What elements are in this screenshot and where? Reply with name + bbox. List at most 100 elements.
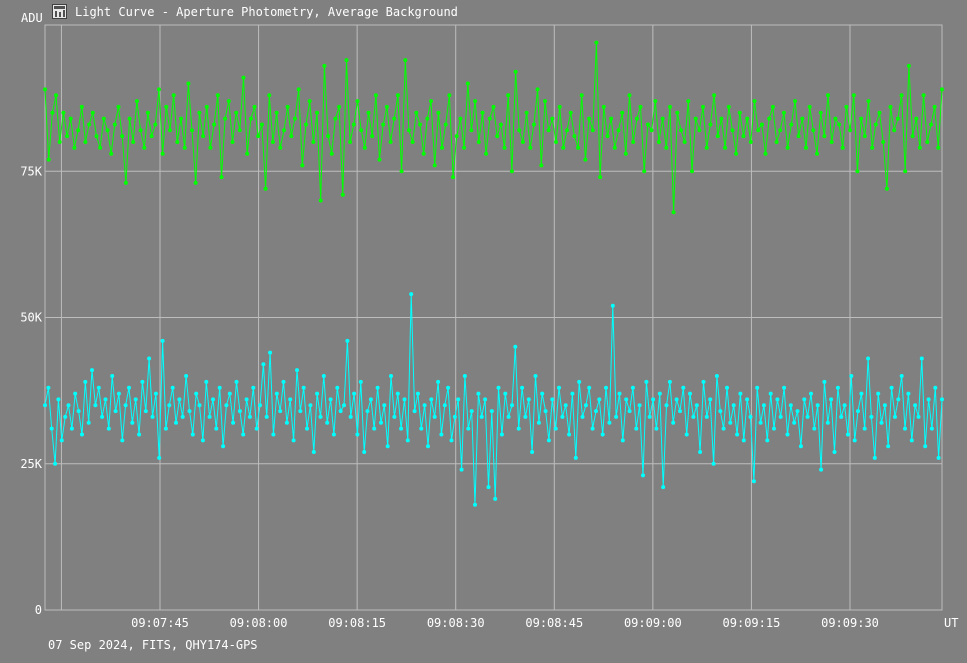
data-point [138, 128, 143, 133]
y-tick-label: 0 [35, 603, 42, 617]
data-point [248, 116, 253, 121]
series-1 [43, 40, 944, 215]
data-point [116, 104, 121, 109]
data-point [180, 414, 185, 419]
data-point [524, 110, 529, 115]
data-point [68, 116, 73, 121]
data-point [204, 104, 209, 109]
data-point [634, 116, 639, 121]
data-point [832, 450, 837, 454]
data-point [449, 438, 454, 443]
data-point [484, 151, 489, 156]
chart-window-icon[interactable] [52, 4, 67, 19]
data-point [80, 432, 84, 437]
data-point [923, 444, 928, 449]
data-point [761, 403, 766, 408]
x-tick-label: 09:08:30 [427, 616, 485, 630]
data-point [503, 391, 508, 396]
data-point [295, 368, 299, 373]
data-point [308, 403, 313, 408]
data-point [892, 128, 897, 133]
series-line [44, 42, 943, 213]
data-point [106, 426, 111, 431]
data-point [675, 110, 680, 115]
data-point [879, 420, 884, 425]
data-point [725, 385, 729, 390]
data-point [447, 93, 452, 98]
data-point [90, 110, 95, 115]
data-point [785, 145, 790, 150]
data-point [259, 122, 264, 127]
data-point [187, 409, 192, 414]
data-point [550, 116, 555, 121]
data-point [510, 403, 514, 408]
x-tick-label: 09:09:00 [624, 616, 682, 630]
data-point [131, 140, 136, 144]
x-tick-label: 09:08:15 [328, 616, 386, 630]
data-point [215, 93, 220, 98]
data-point [755, 385, 760, 390]
footer-info: 07 Sep 2024, FITS, QHY174-GPS [48, 638, 258, 652]
data-point [274, 391, 279, 396]
data-point [909, 438, 914, 443]
data-point [86, 420, 91, 425]
data-point [418, 122, 422, 127]
data-point [211, 397, 215, 402]
data-point [130, 420, 135, 425]
data-point [565, 128, 569, 133]
title-bar: Light Curve - Aperture Photometry, Avera… [0, 0, 967, 24]
data-point [399, 169, 404, 174]
data-point [859, 391, 864, 396]
x-tick-label: 09:08:00 [230, 616, 288, 630]
data-point [395, 93, 400, 98]
data-point [61, 110, 66, 115]
data-point [335, 385, 340, 390]
data-point [296, 87, 301, 92]
data-point [560, 414, 565, 419]
data-point [526, 397, 531, 402]
y-tick-label: 50K [20, 311, 42, 325]
data-point [671, 210, 676, 215]
data-point [271, 432, 276, 437]
data-point [54, 93, 58, 98]
data-point [590, 426, 595, 431]
data-point [921, 93, 926, 98]
data-point [711, 461, 716, 466]
data-point [785, 432, 790, 437]
data-point [604, 385, 608, 390]
data-point [660, 116, 665, 121]
data-point [204, 379, 209, 384]
data-point [479, 414, 484, 419]
data-point [252, 104, 257, 109]
data-point [638, 104, 643, 109]
data-point [432, 414, 437, 419]
data-point [214, 426, 219, 431]
data-point [359, 128, 364, 133]
data-point [866, 99, 871, 104]
data-point [704, 414, 709, 419]
data-point [818, 110, 823, 115]
data-point [741, 438, 746, 443]
data-point [668, 104, 672, 109]
data-point [694, 403, 699, 408]
data-point [405, 438, 410, 443]
data-point [186, 81, 191, 86]
data-point [63, 414, 68, 419]
data-point [462, 145, 467, 150]
data-point [671, 420, 676, 425]
data-point [171, 93, 176, 98]
data-point [667, 379, 672, 384]
data-point [845, 432, 850, 437]
data-point [143, 409, 148, 414]
data-point [318, 198, 323, 203]
data-point [815, 403, 820, 408]
data-point [520, 140, 525, 144]
data-point [712, 93, 717, 98]
data-point [94, 134, 99, 139]
data-point [170, 385, 175, 390]
data-point [697, 128, 702, 133]
data-point [147, 356, 152, 361]
data-point [745, 397, 750, 402]
data-point [325, 420, 330, 425]
data-point [610, 303, 615, 308]
